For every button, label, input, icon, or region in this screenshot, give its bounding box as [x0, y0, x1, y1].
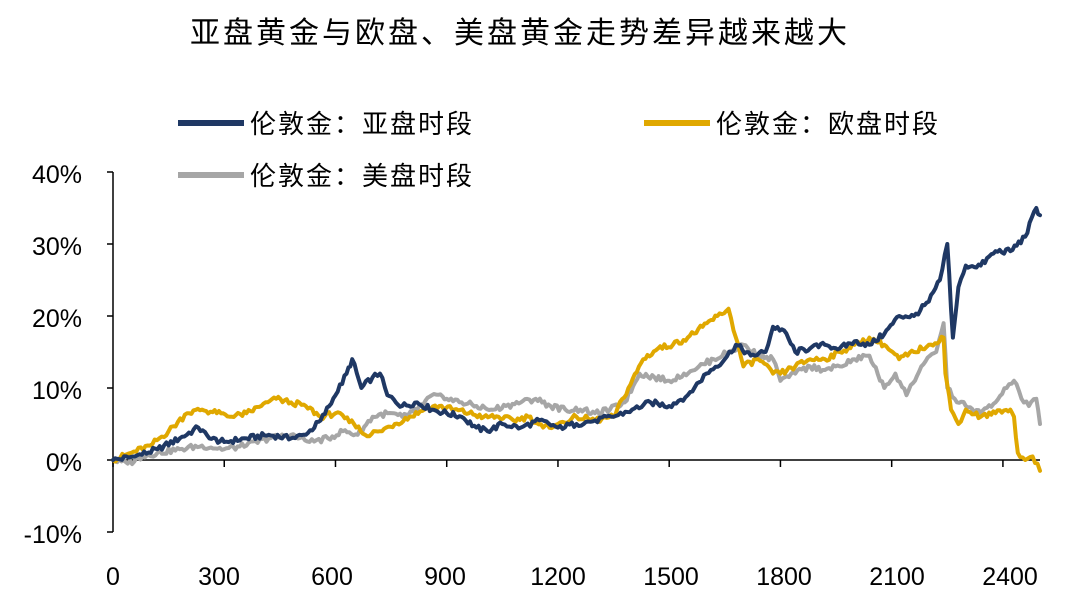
x-tick-label: 600	[311, 563, 353, 591]
y-tick-label: 20%	[32, 305, 82, 333]
series-line-us	[111, 321, 1042, 467]
legend-label-us: 伦敦金：美盘时段	[250, 162, 474, 192]
legend-label-europe: 伦敦金：欧盘时段	[716, 110, 940, 140]
x-tick-label: 900	[424, 563, 466, 591]
legend-label-asia: 伦敦金：亚盘时段	[250, 110, 474, 140]
x-tick-label: 1500	[643, 563, 699, 591]
y-tick-label: 0%	[46, 449, 82, 477]
y-tick-label: 40%	[32, 161, 82, 189]
series-lines	[111, 206, 1042, 473]
legend: 伦敦金：亚盘时段 伦敦金：欧盘时段 伦敦金：美盘时段	[178, 110, 940, 192]
series-line-europe	[111, 306, 1042, 473]
chart-title: 亚盘黄金与欧盘、美盘黄金走势差异越来越大	[190, 16, 850, 51]
x-tick-label: 2400	[982, 563, 1038, 591]
x-tick-label: 0	[106, 563, 120, 591]
y-tick-label: -10%	[24, 521, 82, 549]
x-tick-label: 300	[198, 563, 240, 591]
y-tick-label: 30%	[32, 233, 82, 261]
series-line-asia	[111, 206, 1042, 462]
x-axis-tick-labels: 0 300 600 900 1200 1500 1800 2100 2400	[106, 563, 1038, 591]
y-tick-label: 10%	[32, 377, 82, 405]
y-axis-tick-labels: -10% 0% 10% 20% 30% 40%	[24, 161, 82, 549]
x-tick-label: 1200	[530, 563, 586, 591]
x-tick-label: 1800	[756, 563, 812, 591]
chart-axes	[107, 171, 1040, 533]
x-tick-label: 2100	[869, 563, 925, 591]
